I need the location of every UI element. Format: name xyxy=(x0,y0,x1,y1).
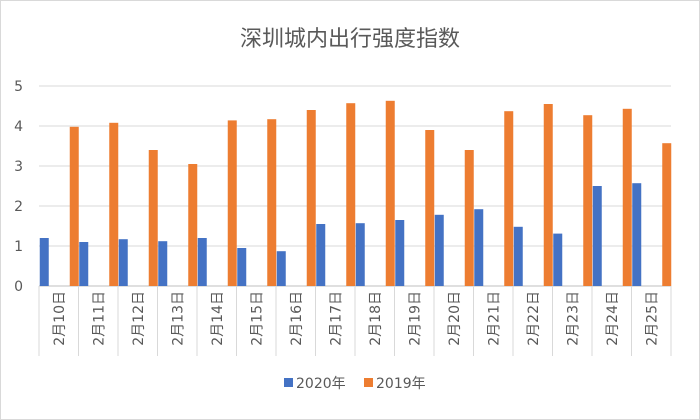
x-tick-label: 2月13日 xyxy=(170,291,186,346)
bar-series-1 xyxy=(237,248,247,286)
bar-series-1 xyxy=(474,209,484,286)
bar-series-1 xyxy=(79,242,89,286)
x-axis: 2月10日 2月11日 2月12日 2月13日 2月14日 2月15日 2月16日 2月17日… xyxy=(38,286,672,356)
legend-swatch xyxy=(284,378,293,387)
bar-series-1 xyxy=(592,186,602,286)
bar-series-1 xyxy=(197,238,207,286)
x-tick-label: 2月11日 xyxy=(91,291,107,346)
bar-series-2 xyxy=(148,150,158,286)
x-tick-label: 2月15日 xyxy=(249,291,265,346)
y-axis: 0 1 2 3 4 5 xyxy=(14,79,23,295)
y-tick-label: 3 xyxy=(14,159,23,175)
bar-series-2 xyxy=(622,108,632,286)
x-tick-label: 2月18日 xyxy=(368,291,384,346)
bar-series-2 xyxy=(227,120,237,287)
x-tick-label: 2月23日 xyxy=(565,291,581,346)
bar-series-2 xyxy=(504,111,514,286)
bar-series-1 xyxy=(355,223,365,286)
bar-series-1 xyxy=(395,220,405,286)
x-tick-label: 2月19日 xyxy=(407,291,423,346)
bar-series-1 xyxy=(118,239,128,286)
y-tick-label: 5 xyxy=(14,79,23,95)
bar-series-1 xyxy=(316,224,326,286)
bar-series-2 xyxy=(385,100,395,286)
x-tick-label: 2月22日 xyxy=(526,291,542,346)
x-tick-label: 2月25日 xyxy=(644,291,660,346)
legend: 2020年 2019年 xyxy=(284,376,426,392)
bar-series-1 xyxy=(158,241,168,286)
bar-series-2 xyxy=(543,104,553,286)
bar-series-2 xyxy=(188,164,198,286)
y-tick-label: 4 xyxy=(14,119,23,135)
bars xyxy=(39,100,672,287)
legend-label: 2019年 xyxy=(376,376,426,392)
x-tick-label: 2月20日 xyxy=(447,291,463,346)
bar-series-2 xyxy=(109,122,119,286)
x-tick-label: 2月17日 xyxy=(328,291,344,346)
legend-swatch xyxy=(364,378,373,387)
x-tick-label: 2月21日 xyxy=(486,291,502,346)
bar-series-1 xyxy=(434,214,444,286)
bar-series-2 xyxy=(662,143,672,286)
bar-series-2 xyxy=(464,150,474,286)
legend-label: 2020年 xyxy=(296,376,346,392)
bar-series-1 xyxy=(553,233,563,286)
bar-series-2 xyxy=(425,130,435,286)
y-tick-label: 0 xyxy=(14,279,23,295)
bar-series-1 xyxy=(632,183,642,286)
y-tick-label: 1 xyxy=(14,239,23,255)
bar-series-1 xyxy=(513,226,523,286)
bar-series-2 xyxy=(267,119,277,286)
x-tick-label: 2月24日 xyxy=(605,291,621,346)
bar-series-1 xyxy=(39,238,49,286)
x-tick-label: 2月14日 xyxy=(210,291,226,346)
y-tick-label: 2 xyxy=(14,199,23,215)
x-tick-label: 2月16日 xyxy=(289,291,305,346)
bar-series-2 xyxy=(69,126,79,286)
bar-series-2 xyxy=(306,110,316,286)
x-tick-label: 2月10日 xyxy=(52,291,68,346)
bar-series-2 xyxy=(346,103,356,286)
chart-title: 深圳城内出行强度指数 xyxy=(240,27,460,52)
x-tick-label: 2月12日 xyxy=(131,291,147,346)
bar-series-2 xyxy=(583,115,593,286)
bar-series-1 xyxy=(276,251,286,286)
